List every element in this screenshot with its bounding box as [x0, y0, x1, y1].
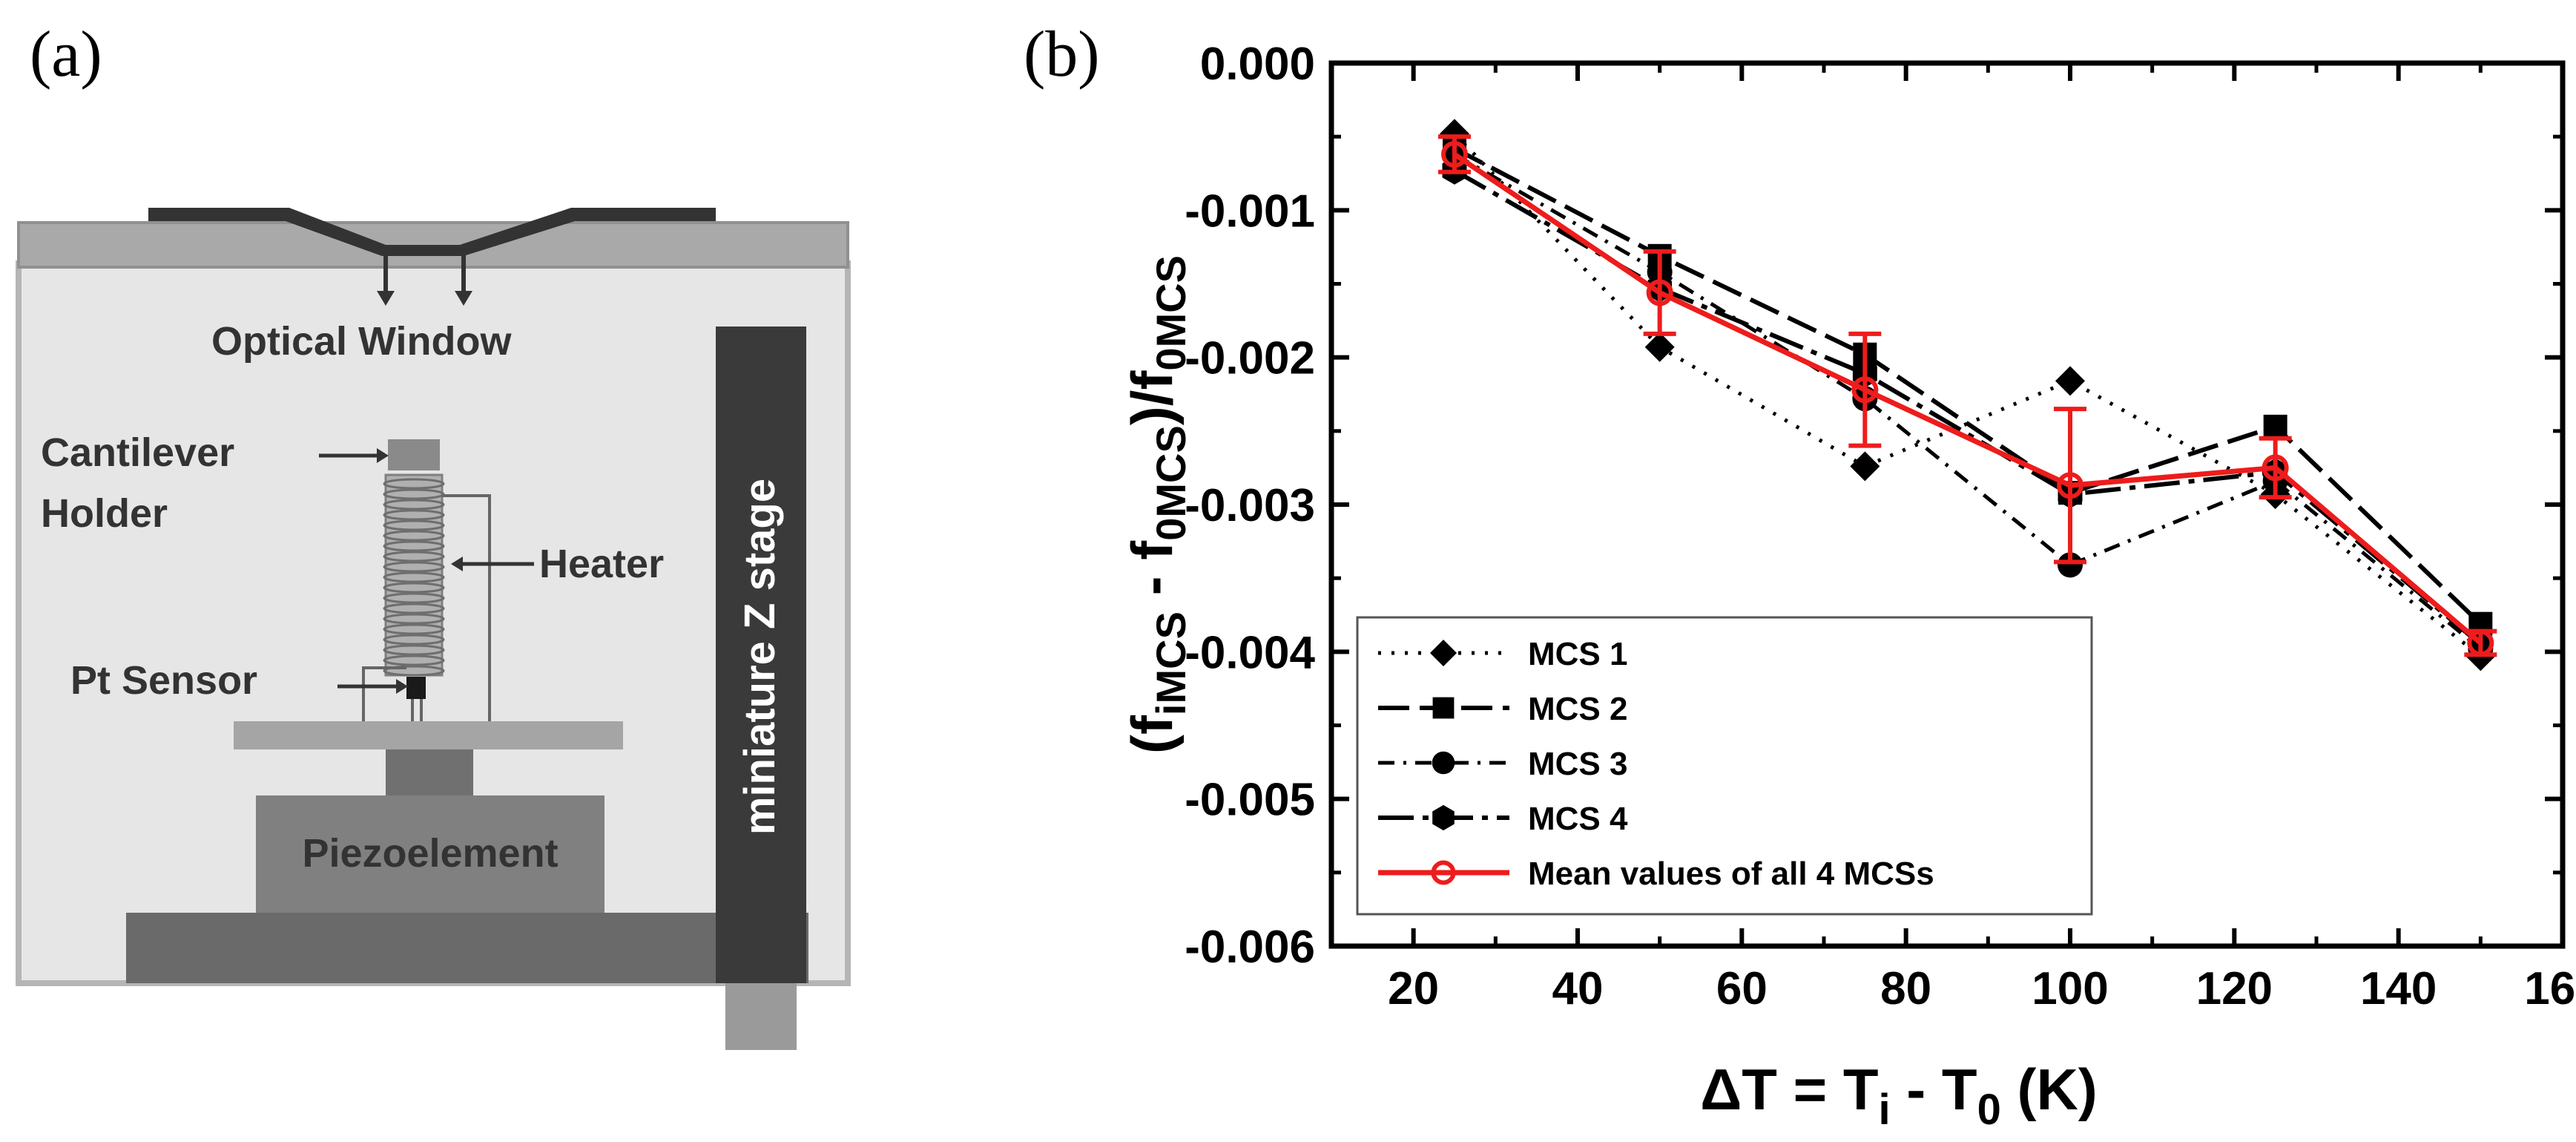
series-line: [1453, 168, 2483, 646]
legend-entry: MCS 4: [1378, 801, 1628, 837]
legend-entry: MCS 3: [1378, 746, 1627, 782]
label-piezoelement: Piezoelement: [302, 831, 558, 876]
label-pt-sensor: Pt Sensor: [70, 658, 257, 703]
data-point: [2058, 552, 2083, 578]
legend-marker: [1431, 860, 1456, 885]
series-line: [1453, 146, 2483, 626]
legend-entry: MCS 1: [1378, 636, 1627, 672]
sensor-arrowhead: [396, 679, 408, 694]
data-point: [2055, 366, 2085, 396]
legend-label: Mean values of all 4 MCSs: [1528, 856, 1934, 892]
diagram-schematic: Optical Window Cantilever Holder Heater …: [16, 208, 851, 1050]
label-cantilever-line1: Cantilever: [41, 430, 234, 475]
legend-label: MCS 2: [1528, 691, 1627, 727]
piezoelement: [256, 795, 605, 913]
series-5: [1438, 134, 2497, 657]
y-tick-label: 0.000: [1200, 39, 1315, 90]
legend-marker: [1432, 697, 1455, 719]
legend-entry: Mean values of all 4 MCSs: [1378, 856, 1934, 892]
legend-label: MCS 3: [1528, 746, 1627, 782]
y-tick-label: -0.003: [1185, 480, 1315, 531]
y-tick-label: -0.006: [1185, 922, 1315, 973]
data-point: [1646, 279, 1673, 306]
x-tick-label: 140: [2360, 963, 2437, 1014]
legend-marker: [1430, 640, 1457, 666]
legend-marker: [1432, 804, 1455, 831]
heater-arrowhead: [451, 557, 463, 571]
label-heater: Heater: [539, 542, 664, 586]
series-4: [1442, 156, 2493, 659]
z-stage-foot: [725, 983, 797, 1050]
legend-marker: [1432, 751, 1455, 775]
data-point: [1851, 376, 1879, 404]
label-cantilever-line2: Holder: [41, 491, 168, 536]
heater-coil: [383, 473, 445, 677]
x-axis-title: ΔT = Ti - T0 (K): [1700, 1057, 2098, 1134]
panel-a-label: (a): [30, 19, 102, 91]
window-frame: [148, 208, 716, 256]
y-tick-label: -0.001: [1185, 186, 1315, 237]
heater-wire: [442, 494, 491, 721]
legend-label: MCS 4: [1528, 801, 1628, 837]
series-layer: [1438, 119, 2497, 672]
plate-post: [386, 749, 473, 795]
x-tick-label: 60: [1716, 963, 1768, 1014]
sensor-wire-left: [362, 666, 406, 721]
x-axis: 20 40 60 80 100 120 140 160: [1388, 63, 2576, 1014]
z-stage: [716, 326, 806, 983]
y-title-sub-i: iMCS: [1147, 611, 1194, 715]
legend-box: [1356, 616, 2093, 916]
x-tick-label: 80: [1880, 963, 1931, 1014]
cantilever-arrowhead: [377, 448, 389, 463]
data-point: [2263, 414, 2287, 439]
y-axis: 0.000 -0.001 -0.002 -0.003 -0.004 -0.005 -0.00…: [1185, 39, 2563, 973]
x-tick-label: 120: [2196, 963, 2273, 1014]
sample-plate: [234, 721, 623, 749]
legend-entry: MCS 2: [1378, 691, 1627, 727]
x-tick-label: 160: [2524, 963, 2576, 1014]
series-line: [1453, 132, 2482, 658]
legend-label: MCS 1: [1528, 636, 1627, 672]
data-point: [2262, 454, 2289, 482]
y-axis-title: (fiMCS - f0MCS)/f0MCS: [1119, 255, 1194, 754]
y-title-sub-0: 0MCS: [1147, 425, 1194, 541]
series-3: [1442, 141, 2494, 662]
legend: MCS 1 MCS 2 MCS 3 MCS 4 Mean values of all 4…: [1356, 616, 2093, 916]
x-tick-label: 40: [1552, 963, 1604, 1014]
x-tick-label: 20: [1388, 963, 1439, 1014]
base-plate: [126, 913, 808, 983]
series-2: [1443, 137, 2493, 636]
window-arrowhead-right: [455, 291, 472, 306]
x-tick-label: 100: [2032, 963, 2108, 1014]
window-arrowhead-left: [377, 291, 395, 306]
data-point: [1441, 140, 1468, 168]
chart-b: 20 40 60 80 100 120 140 160 0.000 -0.001 -0.002 -0…: [1119, 39, 2576, 1134]
data-point: [2467, 629, 2494, 657]
y-tick-label: -0.005: [1185, 775, 1315, 826]
label-z-stage: miniature Z stage: [736, 479, 784, 835]
y-tick-label: -0.002: [1185, 333, 1315, 384]
y-title-sub-0b: 0MCS: [1147, 255, 1194, 371]
series-line: [1453, 152, 2482, 651]
label-optical-window: Optical Window: [211, 319, 512, 364]
series-1: [1440, 119, 2496, 672]
data-point: [1850, 451, 1880, 482]
pt-sensor: [406, 677, 426, 699]
data-point: [1644, 332, 1675, 362]
panel-b-label: (b): [1024, 19, 1100, 91]
series-line: [1453, 152, 2483, 646]
cantilever-holder: [388, 439, 440, 470]
data-point: [2057, 472, 2083, 499]
y-tick-label: -0.004: [1185, 627, 1315, 678]
